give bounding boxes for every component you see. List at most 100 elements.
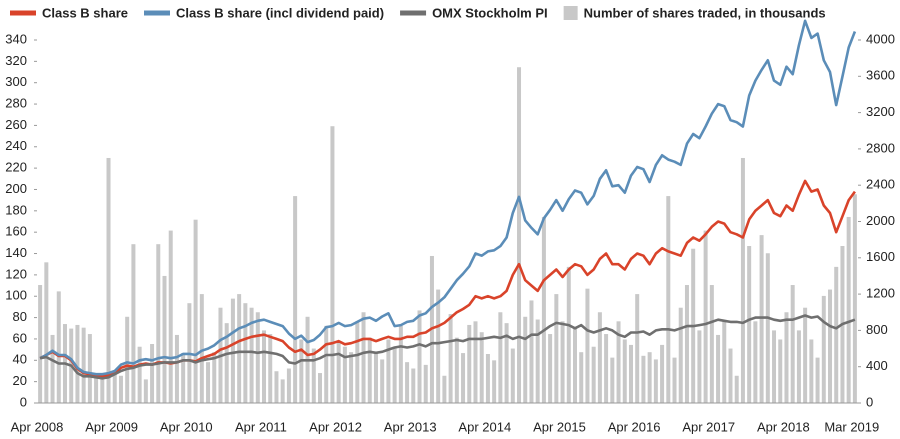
volume-bar [386,339,391,403]
volume-bar [317,373,322,403]
volume-bar [641,355,646,403]
volume-bar [585,288,590,403]
volume-bar [492,360,497,403]
volume-bar [342,346,347,403]
volume-bar [193,219,198,403]
y-tick-label: 320 [5,53,27,68]
volume-bar [38,285,43,403]
volume-bar [392,348,397,403]
volume-bar [137,346,142,403]
volume-bar [311,348,316,403]
volume-bar [355,321,360,403]
volume-bar [330,126,335,404]
volume-bar [591,346,596,403]
volume-bar [448,314,453,403]
volume-bar [442,375,447,403]
y2-tick-label: 400 [866,358,888,373]
y-tick-label: 260 [5,117,27,132]
volume-bar [423,364,428,403]
y-tick-label: 40 [13,352,27,367]
volume-bar [709,285,714,403]
price-line [39,19,857,376]
y-tick-label: 60 [13,330,27,345]
y2-tick-label: 3200 [866,104,895,119]
volume-bar [678,307,683,403]
volume-bar [628,344,633,403]
volume-bar [212,352,217,403]
volume-bar [523,316,528,403]
volume-bar [467,324,472,403]
volume-bar [56,291,61,403]
volume-bar [803,307,808,403]
volume-bar [728,348,733,403]
volume-bar [697,330,702,403]
volume-bar [274,371,279,403]
legend-swatch [563,6,578,20]
volume-bar [765,253,770,403]
volume-bar [510,348,515,403]
volume-bar [473,321,478,403]
volume-bar [828,289,833,403]
price-line [39,179,856,378]
volume-bar [517,67,522,403]
volume-bar [106,157,111,403]
x-tick-label: Mar 2019 [824,419,879,434]
volume-bar [566,266,571,403]
volume-bar [778,339,783,403]
volume-bar [349,352,354,403]
price-line [39,314,856,380]
volume-bar [809,339,814,403]
volume-bar [293,196,298,403]
y2-tick-label: 4000 [866,31,895,46]
volume-bar [162,275,167,403]
volume-bar [796,330,801,403]
volume-bar [846,216,851,403]
y2-tick-label: 800 [866,322,888,337]
x-tick-label: Apr 2012 [309,419,362,434]
x-tick-label: Apr 2011 [235,419,287,434]
y2-tick-label: 3600 [866,68,895,83]
x-tick-label: Apr 2016 [608,419,661,434]
y-tick-label: 0 [20,394,27,409]
volume-bar [821,295,826,403]
volume-bar [852,194,857,403]
volume-bar [647,352,652,403]
volume-bar [112,371,117,403]
volume-bar [672,357,677,403]
x-tick-label: Apr 2010 [160,419,213,434]
volume-bar [560,321,565,403]
y-tick-label: 100 [5,288,27,303]
volume-bar [411,368,416,403]
y-tick-label: 140 [5,245,27,260]
volume-bar [398,325,403,403]
volume-bar [94,375,99,403]
x-tick-label: Apr 2014 [458,419,511,434]
volume-bar [367,337,372,403]
volume-bar [498,312,503,403]
volume-bar [703,230,708,403]
volume-bar [75,324,80,403]
x-tick-label: Apr 2013 [384,419,437,434]
volume-bar [44,262,49,403]
volume-bar [753,321,758,403]
y-tick-label: 200 [5,181,27,196]
volume-bar [622,339,627,403]
y-tick-label: 280 [5,95,27,110]
y-tick-label: 20 [13,373,27,388]
volume-bar [734,375,739,403]
volume-bar [268,334,273,403]
volume-bar [286,368,291,403]
volume-bar [554,294,559,403]
volume-bar [790,285,795,403]
x-tick-label: Apr 2018 [757,419,810,434]
volume-bar [237,294,242,403]
x-tick-label: Apr 2008 [11,419,64,434]
volume-bar [573,328,578,403]
y2-tick-label: 0 [866,394,873,409]
volume-bar [759,235,764,403]
volume-bar [635,294,640,403]
x-tick-label: Apr 2015 [533,419,586,434]
y-tick-label: 120 [5,266,27,281]
legend-label: Class B share [42,5,128,20]
y-tick-label: 80 [13,309,27,324]
